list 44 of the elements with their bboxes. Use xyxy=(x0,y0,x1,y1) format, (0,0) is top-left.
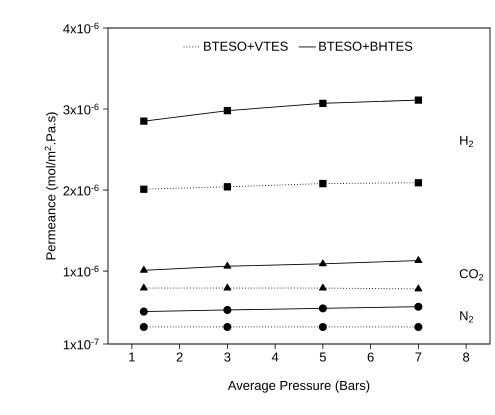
point xyxy=(318,304,327,312)
point xyxy=(140,322,148,332)
point xyxy=(140,308,148,316)
y-tick-label: 4x10$^{-6}$ xyxy=(63,22,99,34)
point xyxy=(224,107,232,114)
legend-label: BTESO+BHTES xyxy=(319,42,412,51)
point xyxy=(414,322,422,332)
point xyxy=(318,322,327,332)
point xyxy=(414,284,422,292)
y-tick-label: 2x10$^{-6}$ xyxy=(64,184,99,196)
point xyxy=(414,302,422,311)
point xyxy=(140,118,148,125)
point xyxy=(223,322,232,332)
x-tick-label: 1 xyxy=(129,352,135,362)
point xyxy=(223,262,232,269)
y-axis-title: Permeance (mol/m$^{2}$.Pa.s) xyxy=(44,112,58,260)
x-tick-label: 3 xyxy=(224,352,230,362)
annotation: N$_{2}$ xyxy=(460,311,474,322)
point xyxy=(318,259,327,266)
y-tick-label: 1x10$^{-6}$ xyxy=(64,266,99,276)
point xyxy=(223,284,232,291)
y-tick-label: 1x10$^{-7}$ xyxy=(64,338,99,350)
point xyxy=(140,266,148,273)
point xyxy=(224,183,232,190)
annotation: CO$_{2}$ xyxy=(460,269,484,280)
point xyxy=(223,306,232,314)
point xyxy=(319,100,327,107)
point xyxy=(140,186,148,193)
point xyxy=(318,284,327,291)
point xyxy=(414,179,422,186)
x-tick-label: 5 xyxy=(320,352,326,362)
x-tick-label: 8 xyxy=(463,352,470,362)
x-tick-label: 7 xyxy=(415,352,422,362)
point xyxy=(140,284,148,291)
point xyxy=(319,180,327,188)
annotation: H$_{2}$ xyxy=(460,136,474,147)
point xyxy=(414,256,422,263)
x-tick-label: 6 xyxy=(368,352,374,362)
x-tick-label: 2 xyxy=(176,352,183,362)
x-axis-title: Average Pressure (Bars) xyxy=(228,380,370,393)
legend-label: BTESO+VTES xyxy=(204,42,288,51)
y-tick-label: 3x10$^{-6}$ xyxy=(63,104,99,114)
point xyxy=(414,96,422,104)
x-tick-label: 4 xyxy=(272,352,278,362)
